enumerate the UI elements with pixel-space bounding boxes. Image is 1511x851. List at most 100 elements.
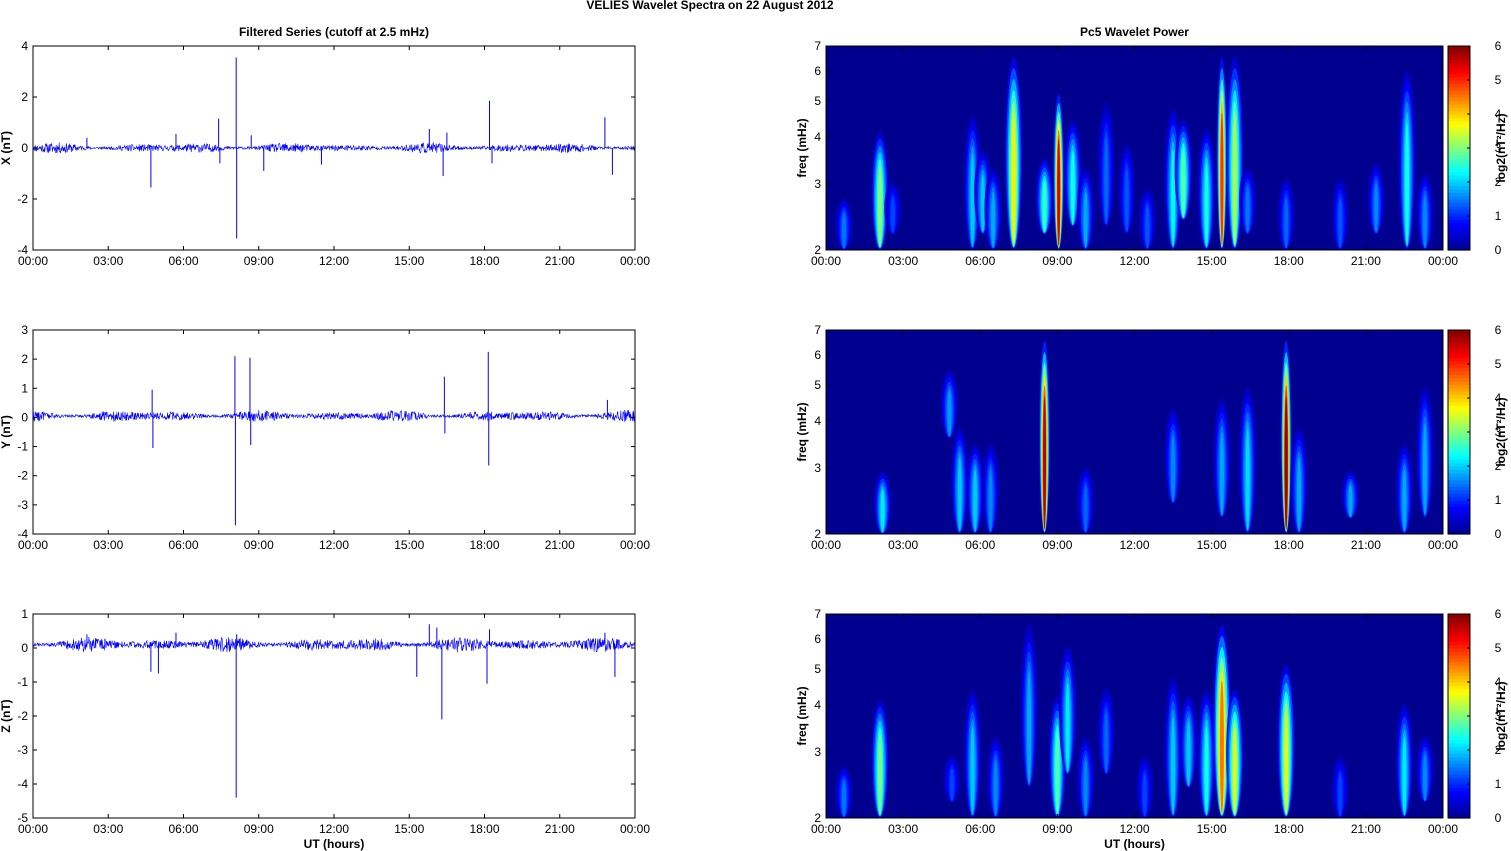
right-z-colorbar-step-14 [1448, 767, 1470, 771]
right-z-blob-17-5 [1338, 773, 1343, 817]
right-x-colorbar-step-22 [1448, 171, 1470, 176]
right-x-xtick-label-4: 12:00 [1119, 254, 1149, 268]
right-z-blob-15-5 [1232, 726, 1237, 815]
right-z-ytick-label-2: 4 [814, 698, 821, 712]
right-x-colorbar-step-51 [1448, 73, 1470, 78]
right-x-colorbar-step-27 [1448, 154, 1470, 159]
right-x-colorbar-step-9 [1448, 216, 1470, 220]
left-y-ytick-label-4: 0 [21, 410, 28, 424]
right-x-colorbar-step-36 [1448, 124, 1470, 129]
right-y-blob-0-5 [880, 489, 885, 533]
right-x-blob-19-5 [1245, 186, 1250, 233]
right-x-colorbar-step-46 [1448, 90, 1470, 95]
right-y-xtick-label-7: 21:00 [1351, 538, 1381, 552]
right-z-xtick-label-6: 18:00 [1274, 822, 1304, 836]
right-y-blob-3-5 [973, 469, 978, 532]
right-x-colorbar-step-53 [1448, 66, 1470, 71]
right-z-blob-16-5 [1284, 708, 1289, 814]
right-x-blob-6-5 [1011, 112, 1016, 245]
right-y-ytick-label-2: 4 [814, 414, 821, 428]
right-y-colorbar-step-44 [1448, 381, 1470, 385]
right-z-colorbar-step-58 [1448, 617, 1470, 622]
right-y-blob-2-5 [957, 457, 962, 532]
right-z-xtick-label-2: 06:00 [965, 822, 995, 836]
right-z-colorbar-step-29 [1448, 716, 1470, 720]
right-y-cb-tick-label-4: 4 [1495, 391, 1502, 405]
left-z-ytick-label-0: -5 [17, 811, 28, 825]
right-y-colorbar-step-10 [1448, 496, 1470, 501]
right-x-xtick-label-6: 18:00 [1274, 254, 1304, 268]
right-x-colorbar-step-16 [1448, 192, 1470, 197]
right-z-colorbar-step-46 [1448, 658, 1470, 663]
right-z-blob-13-5 [1204, 726, 1209, 815]
right-x-colorbar-step-5 [1448, 229, 1470, 234]
right-x-colorbar-step-31 [1448, 141, 1470, 146]
right-z-colorbar-step-2 [1448, 807, 1470, 812]
right-x-colorbar-step-11 [1448, 209, 1470, 214]
right-y-xtick-label-4: 12:00 [1119, 538, 1149, 552]
left-y-xtick-label-4: 12:00 [319, 538, 349, 552]
right-y-colorbar-step-31 [1448, 425, 1470, 430]
right-x-colorbar-step-6 [1448, 226, 1470, 231]
right-y-colorbar-step-39 [1448, 398, 1470, 402]
right-x-colorbar-step-44 [1448, 97, 1470, 101]
right-y-colorbar-step-47 [1448, 370, 1470, 375]
right-z-xtick-label-1: 03:00 [888, 822, 918, 836]
right-x-xtick-label-7: 21:00 [1351, 254, 1381, 268]
right-x-colorbar-step-18 [1448, 185, 1470, 190]
right-y-colorbar-step-50 [1448, 360, 1470, 365]
right-y-ylabel: freq (mHz) [795, 402, 809, 461]
left-z-ytick-label-4: -1 [17, 675, 28, 689]
right-y-xtick-label-2: 06:00 [965, 538, 995, 552]
right-z-colorbar-step-27 [1448, 722, 1470, 727]
right-x-blob-20-5 [1284, 198, 1289, 249]
right-x-title: Pc5 Wavelet Power [1080, 25, 1189, 39]
right-y-xtick-label-6: 18:00 [1274, 538, 1304, 552]
right-x-colorbar-step-8 [1448, 219, 1470, 224]
right-y-colorbar-step-23 [1448, 452, 1470, 457]
left-y-xtick-label-7: 21:00 [545, 538, 575, 552]
right-y-colorbar-step-13 [1448, 486, 1470, 491]
right-y-blob-7-5 [1171, 435, 1176, 502]
right-z-blob-9-5 [1104, 712, 1109, 773]
right-x-xtick-label-2: 06:00 [965, 254, 995, 268]
right-x-colorbar-step-34 [1448, 131, 1470, 135]
right-z-colorbar-step-55 [1448, 627, 1470, 632]
left-x-ylabel: X (nT) [0, 131, 13, 165]
left-y-ytick-label-7: 3 [21, 323, 28, 337]
right-x-ytick-label-2: 4 [814, 130, 821, 144]
left-z-xtick-label-0: 00:00 [18, 822, 48, 836]
left-z-xtick-label-3: 09:00 [244, 822, 274, 836]
right-x-blob-17-5 [1220, 112, 1224, 245]
right-z-blob-4-5 [993, 759, 998, 816]
right-x-blob-21-5 [1338, 198, 1343, 249]
right-y-blob-11-5 [1297, 457, 1302, 532]
right-z-blob-2-5 [949, 768, 954, 802]
right-y-colorbar-step-3 [1448, 520, 1470, 525]
right-z-blob-11-5 [1171, 717, 1176, 815]
right-z-blob-14-5 [1219, 680, 1224, 813]
right-x-colorbar-step-15 [1448, 195, 1470, 200]
right-z-colorbar-step-34 [1448, 699, 1470, 703]
right-x-colorbar-step-52 [1448, 69, 1470, 74]
right-y-colorbar-step-35 [1448, 411, 1470, 416]
right-y-colorbar-step-32 [1448, 421, 1470, 426]
right-y-colorbar-step-9 [1448, 500, 1470, 504]
right-x-colorbar-step-40 [1448, 110, 1470, 115]
right-y-colorbar-label: log2(nT²/Hz) [1494, 397, 1508, 466]
right-z-colorbar-step-6 [1448, 794, 1470, 799]
left-x-ytick-label-2: 0 [21, 141, 28, 155]
right-z-colorbar-step-40 [1448, 678, 1470, 683]
left-z-xlabel: UT (hours) [304, 837, 365, 851]
right-x-colorbar-step-0 [1448, 246, 1470, 251]
right-z-colorbar-step-53 [1448, 634, 1470, 639]
left-y-ytick-label-0: -4 [17, 527, 28, 541]
right-x-colorbar-step-49 [1448, 80, 1470, 84]
right-x-blob-15-5 [1181, 148, 1186, 218]
right-z-colorbar-step-24 [1448, 733, 1470, 737]
right-x-blob-24-5 [1423, 194, 1428, 248]
right-y-colorbar-step-6 [1448, 510, 1470, 515]
right-x-xtick-label-5: 15:00 [1197, 254, 1227, 268]
right-y-colorbar-step-27 [1448, 438, 1470, 443]
left-y-ylabel: Y (nT) [0, 415, 13, 449]
